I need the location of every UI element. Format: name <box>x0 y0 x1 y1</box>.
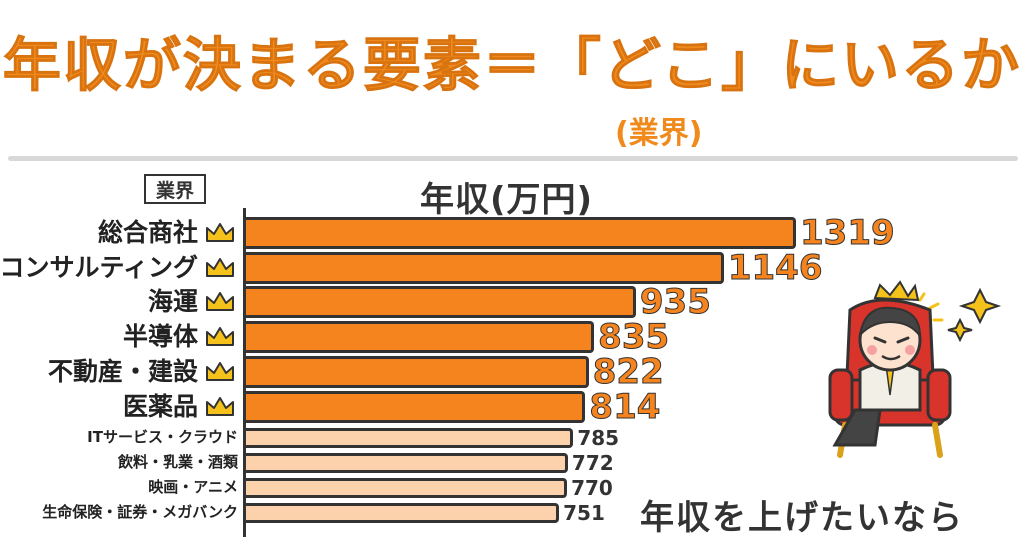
category-label: 医薬品 <box>122 391 198 421</box>
value-label: 835 <box>598 317 670 358</box>
bar-3 <box>246 321 595 354</box>
value-label: 785 <box>577 426 620 450</box>
bar-5 <box>246 390 586 423</box>
value-label: 822 <box>592 351 664 392</box>
category-label: ITサービス・クラウド <box>87 428 238 446</box>
crown-icon <box>206 292 234 312</box>
category-label: 不動産・建設 <box>47 356 198 386</box>
chart-title: 年収(万円) <box>420 180 594 220</box>
value-label: 770 <box>571 476 613 500</box>
headline-sub: (業界) <box>615 116 703 151</box>
tagline: 年収を上げたいなら <box>640 498 964 538</box>
category-header: 業界 <box>144 174 206 204</box>
value-label: 1146 <box>727 247 823 288</box>
category-label: 飲料・乳業・酒類 <box>117 453 238 471</box>
mascot-illustration <box>828 280 1002 458</box>
crown-icon <box>206 257 234 277</box>
bar-0 <box>246 217 796 249</box>
bar-4 <box>246 355 589 388</box>
category-label: 映画・アニメ <box>148 478 238 496</box>
bar-6 <box>246 428 574 448</box>
crown-icon <box>206 223 234 242</box>
value-label: 814 <box>589 386 661 427</box>
bar-9 <box>246 503 560 523</box>
bar-2 <box>246 286 636 319</box>
category-label: 生命保険・証券・メガバンク <box>42 503 238 521</box>
divider <box>8 156 1018 161</box>
category-label: 海運 <box>147 287 198 317</box>
value-label: 935 <box>639 282 711 323</box>
bar-8 <box>246 478 568 498</box>
headline-main: 年収が決まる要素＝「どこ」にいるか <box>2 31 1022 100</box>
value-label: 1319 <box>800 213 896 253</box>
value-label: 751 <box>563 501 605 525</box>
headline: 年収が決まる要素＝「どこ」にいるか <box>0 18 1024 102</box>
value-label: 772 <box>571 451 614 475</box>
crown-icon <box>206 327 234 347</box>
crown-icon <box>206 361 234 381</box>
axis-line <box>243 208 246 537</box>
bar-1 <box>246 251 724 284</box>
category-label: 総合商社 <box>97 218 198 247</box>
category-label: 半導体 <box>122 322 198 352</box>
crown-icon <box>206 396 234 416</box>
category-label: コンサルティング <box>0 252 198 282</box>
bar-7 <box>246 453 568 473</box>
